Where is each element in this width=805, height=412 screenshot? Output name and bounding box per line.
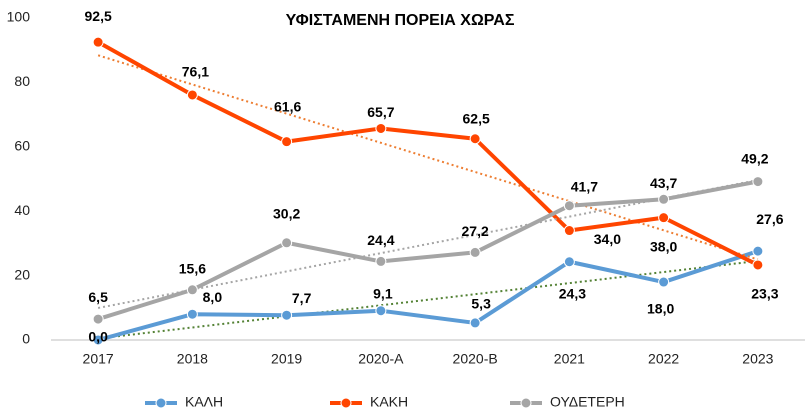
data-label: 5,3 (471, 296, 491, 312)
x-tick-label: 2019 (271, 351, 302, 367)
legend-label: ΟΥΔΕΤΕΡΗ (550, 394, 625, 410)
point (563, 200, 575, 212)
data-label: 8,0 (203, 289, 223, 305)
data-label: 0,0 (88, 329, 108, 345)
data-label: 41,7 (571, 178, 598, 194)
data-label: 27,6 (756, 211, 783, 227)
point (186, 89, 198, 101)
data-label: 65,7 (367, 104, 394, 120)
data-label: 23,3 (751, 286, 778, 302)
y-tick-label: 60 (14, 138, 30, 154)
y-tick-label: 0 (22, 331, 30, 347)
chart-title: ΥΦΙΣΤΑΜΕΝΗ ΠΟΡΕΙΑ ΧΩΡΑΣ (286, 12, 515, 29)
legend-label: ΚΑΚΗ (370, 394, 408, 410)
data-label: 76,1 (182, 64, 209, 80)
legend-item: ΟΥΔΕΤΕΡΗ (510, 394, 625, 410)
point (658, 193, 670, 205)
x-tick-label: 2017 (83, 351, 114, 367)
data-label: 24,3 (559, 285, 586, 301)
x-tick-label: 2022 (648, 351, 679, 367)
data-label: 34,0 (594, 231, 621, 247)
point (281, 309, 293, 321)
legend-item: ΚΑΚΗ (330, 394, 408, 410)
point (469, 246, 481, 258)
legend-marker (340, 397, 352, 409)
point (563, 225, 575, 237)
point (752, 176, 764, 188)
y-tick-label: 20 (14, 266, 30, 282)
data-label: 7,7 (292, 290, 312, 306)
point (186, 308, 198, 320)
trendline (97, 54, 759, 261)
point (281, 237, 293, 249)
y-tick-label: 100 (7, 9, 31, 25)
point (375, 122, 387, 134)
y-tick-label: 80 (14, 73, 30, 89)
data-label: 62,5 (463, 110, 490, 126)
data-label: 30,2 (273, 205, 300, 221)
data-label: 9,1 (373, 285, 393, 301)
data-label: 18,0 (647, 301, 674, 317)
data-label: 38,0 (650, 238, 677, 254)
point (186, 284, 198, 296)
data-label: 27,2 (462, 223, 489, 239)
legend-marker (155, 397, 167, 409)
data-label: 24,4 (367, 232, 394, 248)
point (92, 36, 104, 48)
y-tick-label: 40 (14, 202, 30, 218)
data-label: 61,6 (274, 98, 301, 114)
point (563, 256, 575, 268)
data-label: 92,5 (85, 8, 112, 24)
x-tick-label: 2020-B (453, 351, 498, 367)
data-label: 6,5 (88, 289, 108, 305)
data-label: 43,7 (650, 175, 677, 191)
legend-item: ΚΑΛΗ (145, 394, 223, 410)
x-tick-label: 2020-A (358, 351, 404, 367)
point (469, 317, 481, 329)
point (752, 245, 764, 257)
series-line (97, 40, 759, 267)
point (375, 305, 387, 317)
legend-marker (520, 397, 532, 409)
point (92, 313, 104, 325)
point (658, 276, 670, 288)
x-tick-label: 2021 (554, 351, 585, 367)
point (752, 259, 764, 271)
series-line (97, 179, 759, 321)
data-label: 15,6 (179, 260, 206, 276)
point (281, 136, 293, 148)
point (469, 133, 481, 145)
x-tick-label: 2018 (177, 351, 208, 367)
point (658, 212, 670, 224)
trendline (98, 259, 758, 340)
point (92, 334, 104, 346)
legend-label: ΚΑΛΗ (185, 394, 223, 410)
point (375, 255, 387, 267)
data-label: 49,2 (741, 150, 768, 166)
series-line (97, 249, 759, 342)
x-tick-label: 2023 (742, 351, 773, 367)
